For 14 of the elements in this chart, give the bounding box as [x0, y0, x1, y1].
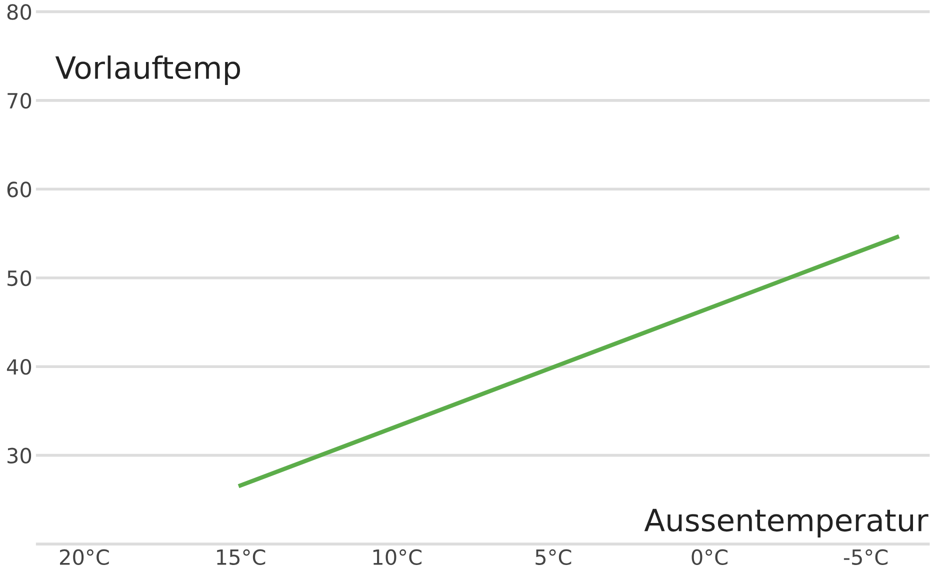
y-tick-label: 60 [7, 182, 32, 198]
x-tick-label: 0°C [692, 549, 728, 566]
x-tick-label: 15°C [217, 549, 266, 566]
x-tick-label: -5°C [844, 549, 888, 566]
y-axis-title: Vorlauftemp [55, 55, 240, 86]
x-tick-label: 5°C [536, 549, 572, 566]
y-tick-label: 30 [8, 448, 32, 464]
x-tick-label: 20°C [60, 549, 109, 566]
y-tick-label: 40 [6, 359, 32, 375]
x-axis-title: Aussentemperatur [644, 508, 928, 538]
y-tick-label: 70 [8, 92, 32, 109]
x-tick-label: 10°C [373, 549, 422, 566]
y-tick-label: 50 [8, 270, 32, 286]
y-tick-label: 80 [7, 4, 32, 20]
